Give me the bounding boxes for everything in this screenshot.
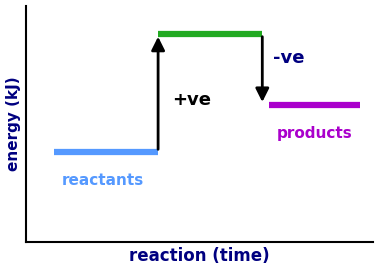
Text: reactants: reactants [61,173,144,188]
X-axis label: reaction (time): reaction (time) [130,247,270,265]
Y-axis label: energy (kJ): energy (kJ) [6,76,20,171]
Text: products: products [277,126,352,141]
Text: -ve: -ve [273,49,304,67]
Text: +ve: +ve [172,91,211,109]
